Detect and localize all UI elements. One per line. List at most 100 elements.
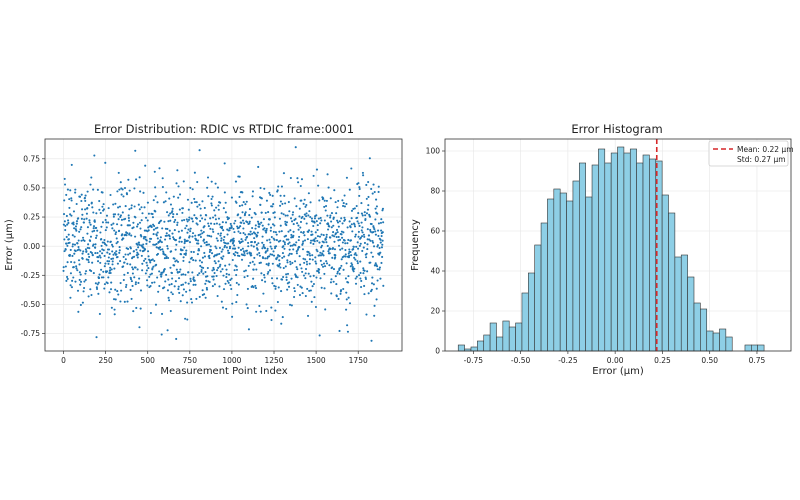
scatter-point	[371, 239, 374, 243]
scatter-point	[81, 301, 84, 304]
scatter-point	[358, 224, 361, 227]
scatter-point	[313, 238, 316, 241]
scatter-point	[206, 275, 209, 278]
scatter-point	[156, 252, 160, 255]
scatter-point	[179, 268, 182, 271]
histogram-bar	[502, 320, 510, 352]
scatter-point	[340, 258, 343, 261]
scatter-point	[311, 285, 314, 288]
scatter-point	[119, 181, 122, 184]
scatter-point	[67, 233, 70, 236]
scatter-point	[196, 253, 199, 256]
scatter-point	[361, 214, 364, 217]
scatter-point	[64, 224, 67, 227]
scatter-point	[156, 201, 159, 204]
scatter-point	[284, 202, 287, 205]
scatter-point	[234, 247, 237, 250]
scatter-point	[208, 254, 211, 257]
scatter-point	[116, 190, 119, 193]
scatter-point	[175, 337, 178, 340]
scatter-point	[207, 195, 210, 198]
scatter-point	[184, 227, 187, 230]
scatter-point	[146, 284, 149, 287]
scatter-point	[162, 250, 165, 253]
scatter-point	[202, 266, 205, 269]
scatter-point	[308, 262, 311, 265]
scatter-point	[373, 245, 376, 248]
scatter-point	[293, 197, 296, 200]
scatter-point	[220, 237, 223, 240]
scatter-point	[274, 309, 277, 312]
scatter-point	[69, 213, 72, 216]
scatter-point	[222, 238, 225, 241]
scatter-point	[334, 232, 338, 235]
scatter-point	[142, 191, 145, 194]
scatter-point	[206, 186, 209, 189]
scatter-point	[246, 252, 249, 255]
scatter-point	[285, 224, 288, 227]
histogram-xlabel: Error (µm)	[592, 366, 644, 377]
scatter-point	[324, 238, 327, 241]
scatter-point	[237, 283, 240, 286]
scatter-point	[262, 218, 265, 221]
scatter-point	[287, 285, 291, 288]
scatter-point	[191, 188, 194, 191]
scatter-point	[269, 241, 272, 244]
histogram-bars	[457, 146, 765, 352]
scatter-point	[348, 188, 351, 191]
scatter-point	[177, 185, 180, 188]
scatter-point	[122, 255, 125, 258]
scatter-point	[81, 208, 84, 211]
scatter-point	[218, 265, 221, 268]
scatter-point	[107, 276, 110, 279]
scatter-point	[308, 289, 311, 292]
scatter-point	[189, 227, 192, 230]
scatter-point	[302, 230, 305, 234]
scatter-point	[145, 242, 148, 245]
scatter-point	[185, 218, 188, 221]
scatter-point	[343, 239, 346, 242]
scatter-point	[127, 178, 130, 181]
scatter-point	[142, 259, 146, 262]
scatter-point	[144, 257, 147, 260]
scatter-point	[166, 247, 169, 250]
scatter-point	[294, 217, 297, 221]
scatter-point	[258, 223, 261, 226]
scatter-point	[68, 241, 71, 244]
scatter-point	[74, 188, 77, 191]
scatter-point	[305, 203, 308, 207]
scatter-point	[78, 278, 81, 281]
scatter-point	[242, 250, 245, 253]
scatter-point	[233, 254, 236, 257]
scatter-point	[276, 256, 279, 259]
scatter-point	[350, 217, 353, 220]
scatter-point	[132, 221, 135, 224]
scatter-point	[270, 306, 273, 309]
scatter-point	[342, 287, 345, 291]
scatter-point	[293, 287, 296, 290]
scatter-point	[74, 280, 77, 283]
scatter-point	[133, 187, 136, 190]
scatter-point	[115, 237, 118, 240]
scatter-point	[278, 217, 281, 220]
scatter-point	[361, 249, 364, 252]
scatter-point	[322, 250, 325, 253]
scatter-point	[289, 244, 292, 247]
scatter-point	[266, 249, 269, 252]
scatter-point	[277, 185, 280, 188]
scatter-point	[279, 224, 282, 227]
scatter-point	[87, 243, 90, 246]
scatter-point	[225, 268, 228, 271]
scatter-point	[234, 251, 237, 254]
scatter-point	[362, 174, 365, 177]
scatter-point	[154, 303, 158, 306]
scatter-point	[289, 260, 292, 263]
scatter-point	[359, 277, 362, 280]
scatter-point	[125, 193, 129, 196]
scatter-point	[305, 212, 308, 215]
scatter-point	[126, 262, 129, 265]
scatter-point	[376, 212, 379, 215]
scatter-point	[64, 265, 67, 268]
scatter-point	[246, 287, 249, 290]
scatter-point	[337, 239, 340, 242]
